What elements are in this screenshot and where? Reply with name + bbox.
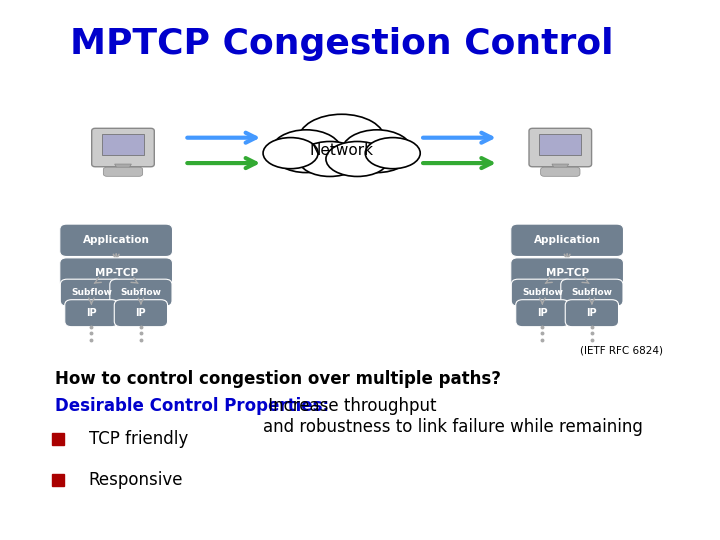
Ellipse shape [298,141,361,177]
Text: TCP friendly: TCP friendly [89,430,188,448]
FancyBboxPatch shape [65,300,118,327]
Ellipse shape [263,138,318,168]
Text: Desirable Control Properties:: Desirable Control Properties: [55,397,329,415]
Text: MP-TCP: MP-TCP [546,268,589,278]
FancyBboxPatch shape [91,129,154,167]
Ellipse shape [271,130,342,173]
Text: Increase throughput
and robustness to link failure while remaining: Increase throughput and robustness to li… [263,397,643,436]
Text: Network: Network [310,143,374,158]
Text: MP-TCP: MP-TCP [94,268,138,278]
Text: IP: IP [537,308,548,318]
Ellipse shape [365,138,420,168]
FancyBboxPatch shape [103,167,143,176]
FancyBboxPatch shape [510,258,624,287]
Text: Subflow: Subflow [71,288,112,297]
Ellipse shape [342,130,413,173]
Text: MPTCP Congestion Control: MPTCP Congestion Control [70,27,613,61]
FancyBboxPatch shape [529,129,592,167]
FancyBboxPatch shape [60,279,122,306]
Text: IP: IP [86,308,96,318]
FancyBboxPatch shape [102,134,144,156]
Text: Subflow: Subflow [522,288,563,297]
FancyBboxPatch shape [565,300,618,327]
FancyBboxPatch shape [110,279,172,306]
FancyBboxPatch shape [114,300,168,327]
FancyBboxPatch shape [561,279,623,306]
Text: Application: Application [534,235,600,245]
FancyBboxPatch shape [539,134,581,156]
Ellipse shape [298,114,385,165]
Text: Subflow: Subflow [120,288,161,297]
FancyBboxPatch shape [511,279,574,306]
Text: Responsive: Responsive [89,470,184,489]
Text: (IETF RFC 6824): (IETF RFC 6824) [580,346,663,356]
Text: Application: Application [83,235,150,245]
Text: IP: IP [135,308,146,318]
Text: How to control congestion over multiple paths?: How to control congestion over multiple … [55,370,500,388]
Polygon shape [552,164,569,171]
Ellipse shape [326,141,389,177]
Text: Subflow: Subflow [572,288,613,297]
FancyBboxPatch shape [60,224,173,256]
FancyBboxPatch shape [541,167,580,176]
FancyBboxPatch shape [60,258,173,287]
Text: IP: IP [587,308,597,318]
FancyBboxPatch shape [510,224,624,256]
Polygon shape [114,164,131,171]
FancyBboxPatch shape [516,300,569,327]
